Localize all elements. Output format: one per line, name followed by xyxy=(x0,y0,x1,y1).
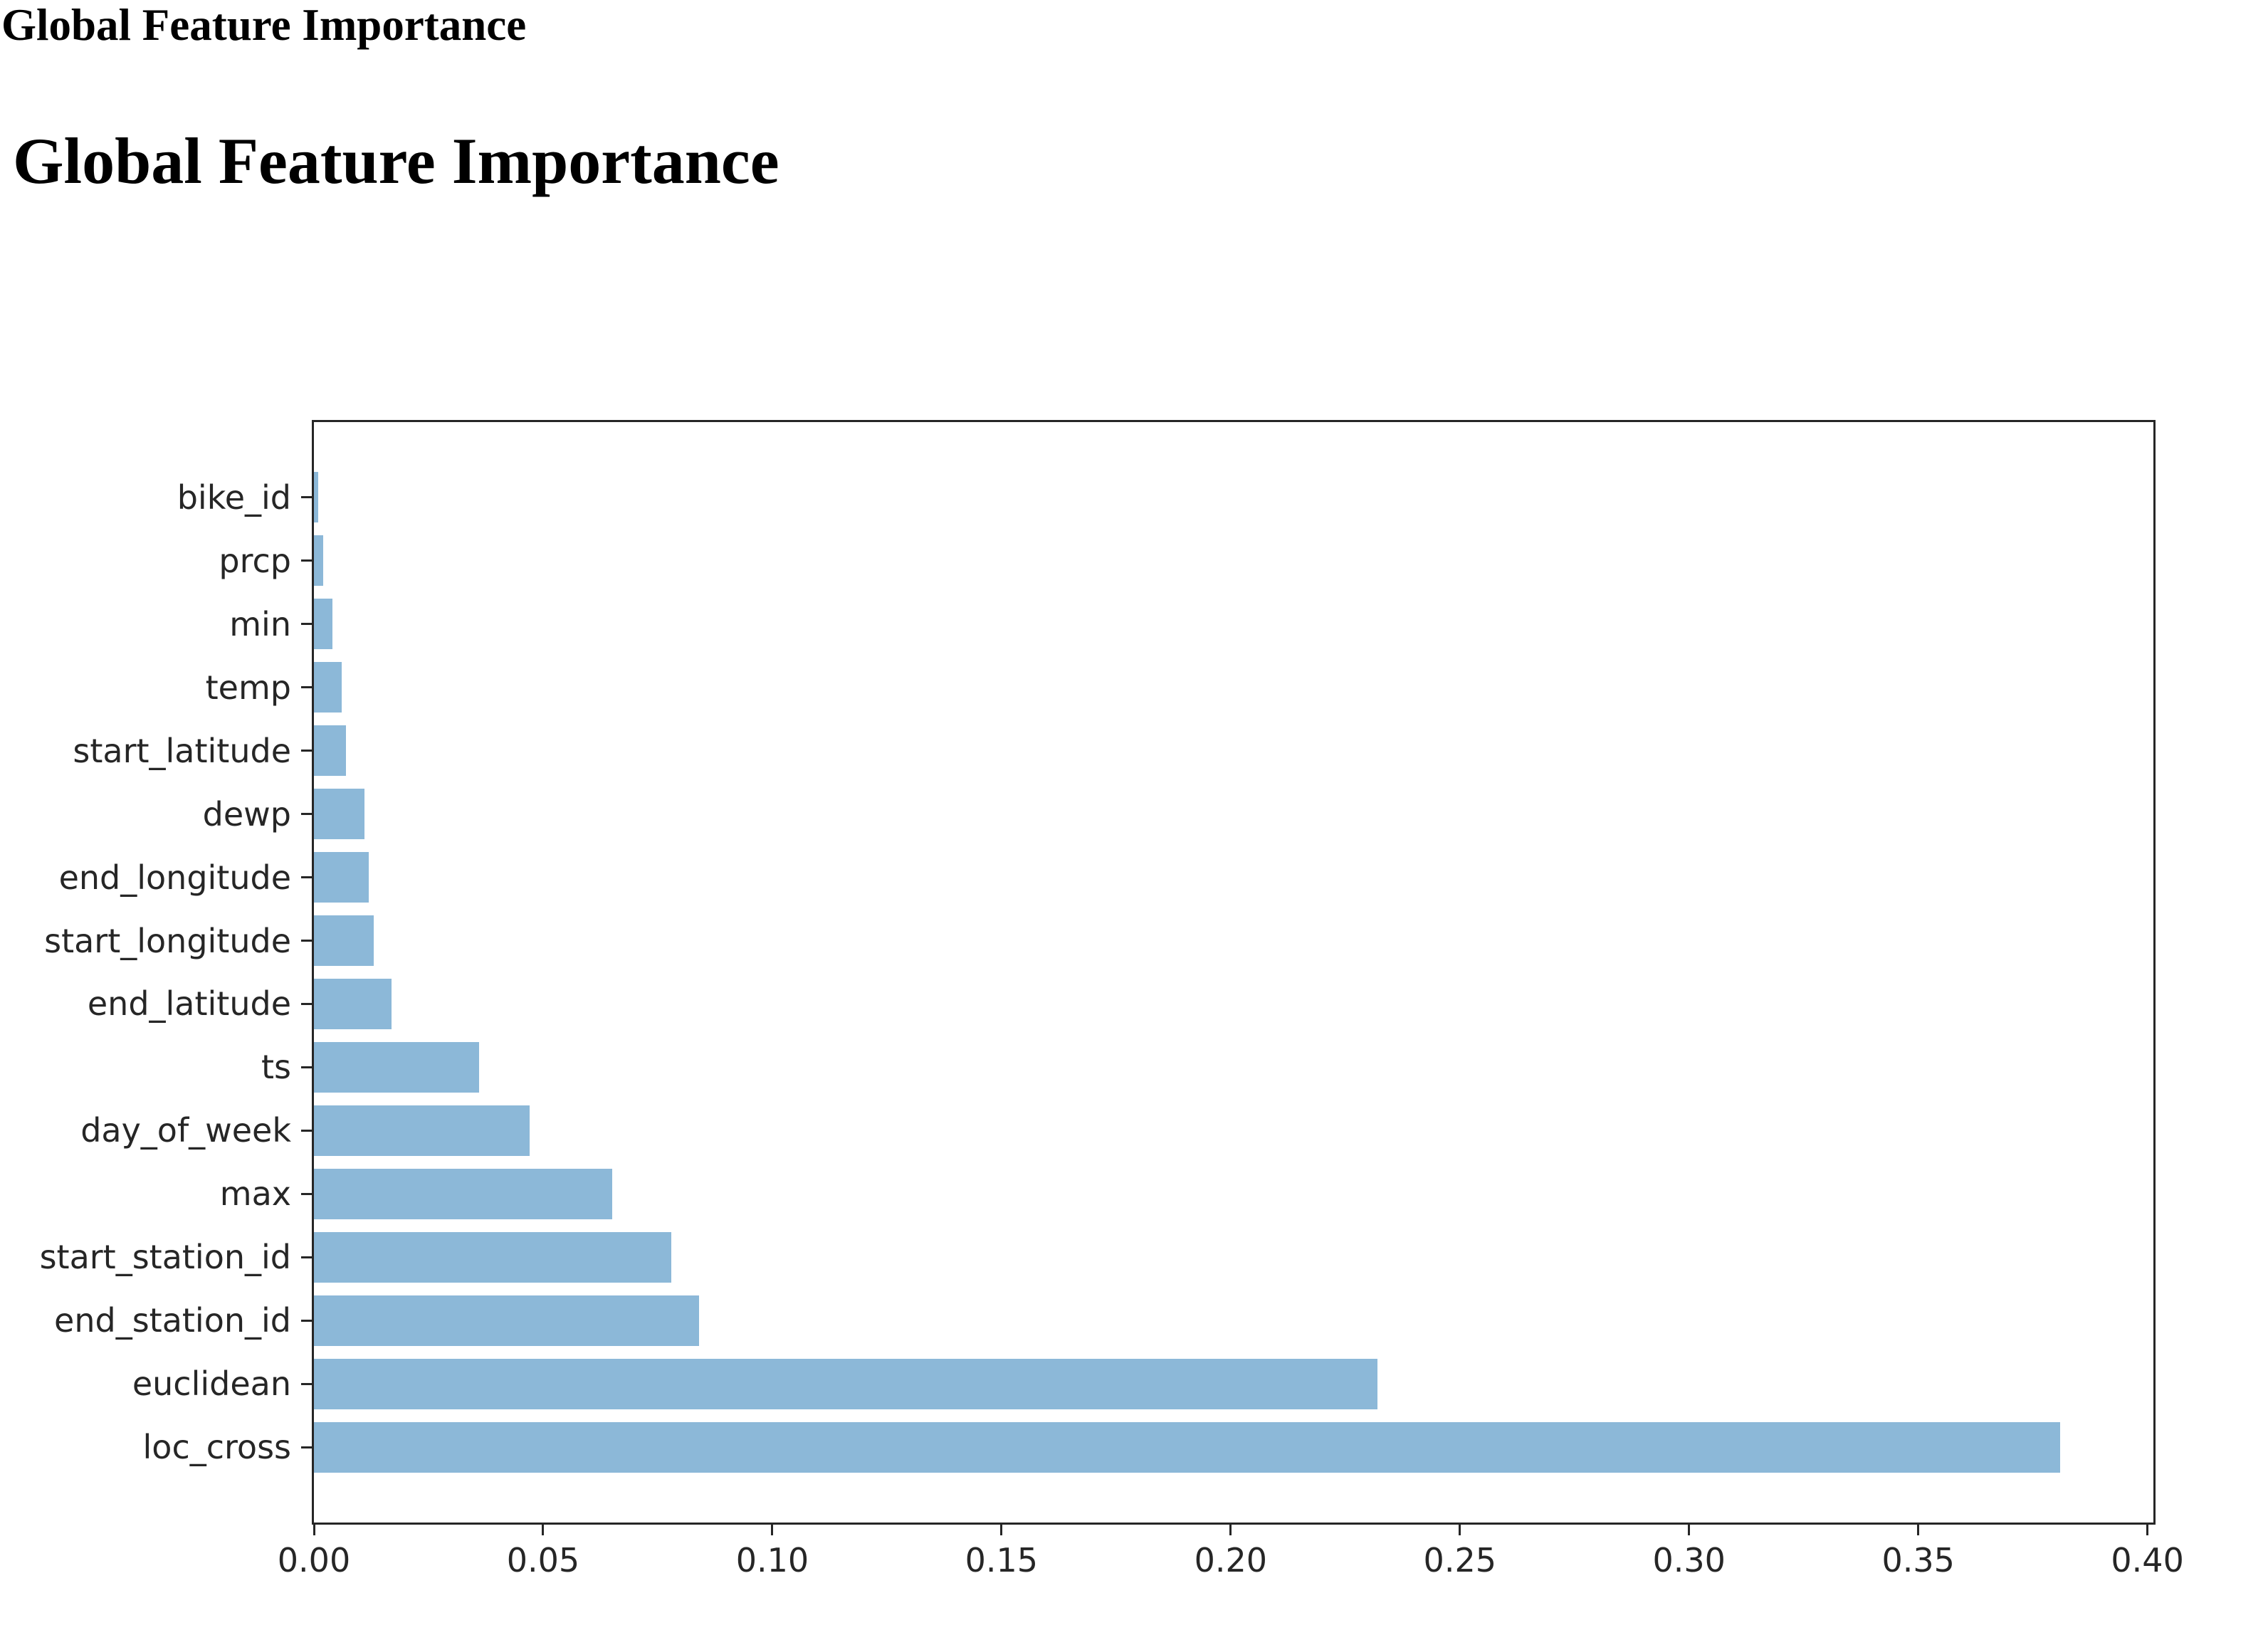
x-axis-label-0.25: 0.25 xyxy=(1423,1541,1496,1579)
y-axis-label-loc_cross: loc_cross xyxy=(142,1428,291,1467)
y-axis-tick-day_of_week xyxy=(301,1129,314,1132)
bar-start_station_id xyxy=(314,1231,672,1283)
y-axis-label-temp: temp xyxy=(205,668,291,707)
bar-max xyxy=(314,1168,612,1219)
x-axis-label-0.15: 0.15 xyxy=(965,1541,1039,1579)
y-axis-label-day_of_week: day_of_week xyxy=(80,1111,291,1150)
y-axis-tick-euclidean xyxy=(301,1382,314,1385)
x-axis-tick-0.30 xyxy=(1688,1523,1691,1535)
y-axis-label-end_longitude: end_longitude xyxy=(58,858,291,897)
x-axis-label-0.20: 0.20 xyxy=(1194,1541,1268,1579)
y-axis-label-start_station_id: start_station_id xyxy=(39,1238,291,1277)
y-axis-label-start_latitude: start_latitude xyxy=(73,731,291,770)
y-axis-label-start_longitude: start_longitude xyxy=(44,921,291,960)
bar-end_station_id xyxy=(314,1295,699,1346)
bar-end_latitude xyxy=(314,978,392,1030)
x-axis-tick-0.15 xyxy=(1000,1523,1003,1535)
x-axis-label-0.30: 0.30 xyxy=(1652,1541,1726,1579)
bar-prcp xyxy=(314,535,323,587)
y-axis-tick-loc_cross xyxy=(301,1446,314,1448)
x-axis-tick-0.20 xyxy=(1229,1523,1232,1535)
x-axis-tick-0.40 xyxy=(2146,1523,2149,1535)
y-axis-label-bike_id: bike_id xyxy=(177,478,291,517)
bar-end_longitude xyxy=(314,851,369,903)
x-axis-tick-0.35 xyxy=(1917,1523,1920,1535)
page-title: Global Feature Importance xyxy=(13,125,779,197)
bar-loc_cross xyxy=(314,1421,2061,1473)
x-axis-label-0.10: 0.10 xyxy=(735,1541,809,1579)
x-axis-tick-0.00 xyxy=(313,1523,315,1535)
x-axis-label-0.40: 0.40 xyxy=(2111,1541,2184,1579)
y-axis-label-min: min xyxy=(229,604,291,643)
y-axis-tick-end_longitude xyxy=(301,876,314,879)
x-axis-label-0.35: 0.35 xyxy=(1881,1541,1955,1579)
y-axis-tick-dewp xyxy=(301,813,314,816)
bar-start_longitude xyxy=(314,915,374,967)
bar-dewp xyxy=(314,789,364,840)
bar-day_of_week xyxy=(314,1105,530,1156)
y-axis-tick-max xyxy=(301,1192,314,1195)
y-axis-label-dewp: dewp xyxy=(202,794,291,834)
bar-temp xyxy=(314,662,342,713)
y-axis-label-prcp: prcp xyxy=(219,541,291,580)
y-axis-tick-end_latitude xyxy=(301,1002,314,1005)
y-axis-label-ts: ts xyxy=(261,1048,291,1087)
y-axis-tick-end_station_id xyxy=(301,1319,314,1322)
bar-bike_id xyxy=(314,472,319,523)
y-axis-tick-ts xyxy=(301,1066,314,1068)
y-axis-tick-start_latitude xyxy=(301,750,314,752)
bar-ts xyxy=(314,1041,479,1093)
page-title-small: Global Feature Importance xyxy=(1,0,527,50)
y-axis-label-end_latitude: end_latitude xyxy=(87,984,291,1024)
x-axis-tick-0.05 xyxy=(542,1523,545,1535)
bar-min xyxy=(314,599,332,650)
y-axis-tick-temp xyxy=(301,686,314,689)
bar-start_latitude xyxy=(314,725,347,777)
y-axis-label-max: max xyxy=(219,1174,291,1214)
y-axis-label-end_station_id: end_station_id xyxy=(54,1301,291,1340)
x-axis-label-0.00: 0.00 xyxy=(277,1541,351,1579)
y-axis-tick-min xyxy=(301,623,314,626)
x-axis-tick-0.10 xyxy=(771,1523,774,1535)
y-axis-label-euclidean: euclidean xyxy=(132,1365,291,1404)
x-axis-label-0.05: 0.05 xyxy=(506,1541,580,1579)
y-axis-tick-start_longitude xyxy=(301,940,314,942)
y-axis-tick-prcp xyxy=(301,559,314,562)
x-axis-tick-0.25 xyxy=(1459,1523,1461,1535)
y-axis-tick-start_station_id xyxy=(301,1256,314,1258)
bar-euclidean xyxy=(314,1358,1377,1409)
y-axis-tick-bike_id xyxy=(301,496,314,499)
